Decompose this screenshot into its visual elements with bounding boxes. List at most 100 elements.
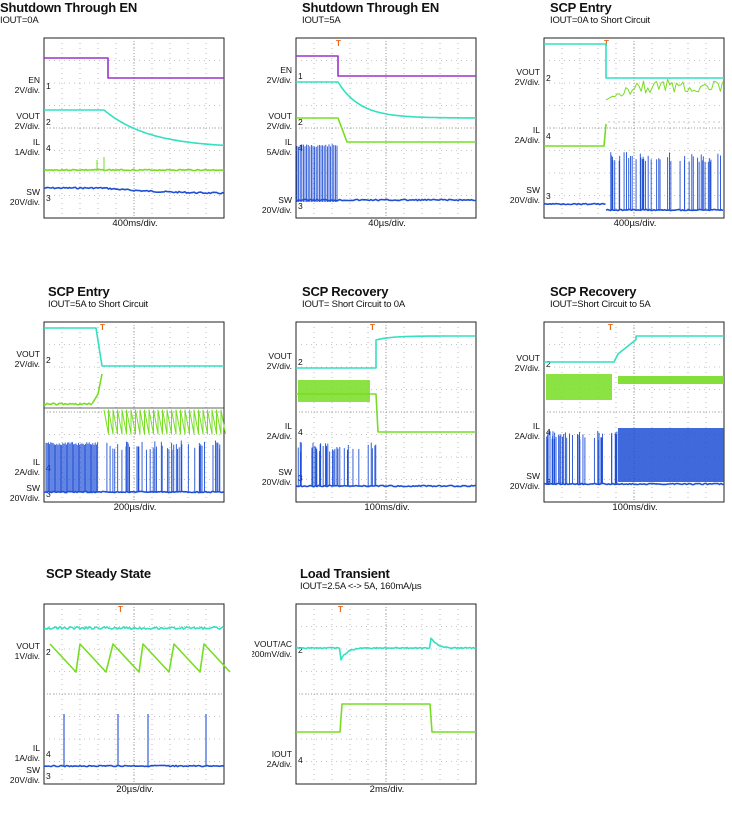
channel-marker: 3 (298, 201, 303, 211)
chart-title: Shutdown Through EN (0, 0, 138, 15)
trigger-marker: T (118, 605, 123, 614)
channel-name: VOUT (268, 111, 292, 121)
channel-marker: 4 (546, 131, 551, 141)
vout-trace (44, 327, 224, 367)
scope-plot-2: EN2V/div.1VOUT2V/div.2IL5A/div.4SW20V/di… (262, 37, 477, 219)
channel-scale: 1V/div. (15, 651, 40, 661)
channel-name: SW (526, 471, 540, 481)
channel-marker: 2 (298, 645, 303, 655)
channel-marker: 1 (298, 71, 303, 81)
il-hiccup-band (298, 380, 370, 402)
sw-baseline (543, 202, 606, 206)
il-hiccup-band (546, 374, 612, 400)
chart-subtitle: IOUT=Short Circuit to 5A (550, 299, 651, 310)
channel-name: IL (33, 137, 40, 147)
channel-marker: 4 (46, 749, 51, 759)
channel-scale: 2A/div. (515, 135, 540, 145)
en-trace (296, 55, 476, 77)
vout-trace (544, 335, 724, 363)
sw-trace (43, 186, 225, 195)
sw-baseline (43, 490, 225, 494)
channel-scale: 2A/div. (267, 759, 292, 769)
channel-name: SW (278, 195, 292, 205)
channel-scale: 2V/div. (15, 121, 40, 131)
channel-name: VOUT (16, 349, 40, 359)
x-axis-label: 100ms/div. (364, 502, 410, 513)
channel-scale: 2A/div. (15, 467, 40, 477)
channel-marker: 4 (298, 755, 303, 765)
vout-trace (296, 81, 476, 119)
channel-scale: 20V/div. (510, 195, 540, 205)
chart-panel-8: Load Transient IOUT=2.5A <-> 5A, 160mA/µ… (252, 566, 490, 826)
channel-scale: 2V/div. (15, 85, 40, 95)
chart-title: SCP Steady State (46, 566, 151, 581)
sw-switching-band (618, 428, 724, 482)
vout-trace (296, 335, 475, 369)
channel-marker: 4 (298, 427, 303, 437)
channel-scale: 2V/div. (267, 121, 292, 131)
chart-subtitle: IOUT=5A to Short Circuit (48, 299, 149, 310)
chart-title: SCP Entry (48, 284, 110, 299)
x-axis-label: 400ms/div. (112, 218, 158, 229)
sw-baseline (43, 764, 225, 768)
channel-scale: 20V/div. (10, 775, 40, 785)
channel-scale: 1A/div. (15, 147, 40, 157)
il-trace (49, 643, 231, 673)
chart-title: Shutdown Through EN (302, 0, 440, 15)
il-trace (296, 117, 476, 143)
il-trace (43, 168, 225, 172)
channel-scale: 200mV/div. (252, 649, 292, 659)
x-axis-label: 200µs/div. (113, 502, 157, 513)
vout-trace (544, 43, 724, 79)
channel-marker: 4 (46, 143, 51, 153)
sw-baseline-2 (605, 208, 724, 212)
il-trace (296, 393, 476, 433)
channel-marker: 2 (546, 73, 551, 83)
x-axis-label: 20µs/div. (116, 784, 154, 795)
channel-name: SW (278, 467, 292, 477)
vout-trace (295, 637, 477, 661)
channel-scale: 20V/div. (10, 197, 40, 207)
il-trace (544, 123, 607, 147)
channel-scale: 20V/div. (262, 205, 292, 215)
chart-subtitle: IOUT=5A (302, 15, 341, 26)
channel-scale: 2V/div. (515, 363, 540, 373)
channel-marker: 1 (46, 81, 51, 91)
channel-scale: 2V/div. (267, 75, 292, 85)
channel-name: IL (33, 743, 40, 753)
channel-name: EN (28, 75, 40, 85)
sw-baseline (295, 484, 477, 488)
il-rise (91, 373, 103, 405)
channel-name: SW (26, 187, 40, 197)
sw-pulses (610, 152, 721, 210)
channel-marker: 2 (298, 117, 303, 127)
il-hiccup (605, 78, 724, 101)
chart-panel-7: SCP Steady State VOUT 1V/div. 2 IL 1A/div. 4 S… (0, 566, 238, 826)
channel-name: SW (26, 765, 40, 775)
channel-name: VOUT (16, 641, 40, 651)
channel-marker: 2 (546, 359, 551, 369)
trigger-marker: T (370, 323, 375, 332)
channel-name: VOUT (516, 353, 540, 363)
channel-scale: 2V/div. (515, 77, 540, 87)
chart-panel-5: SCP Recovery IOUT= Short Circuit to 0A V… (252, 284, 490, 544)
